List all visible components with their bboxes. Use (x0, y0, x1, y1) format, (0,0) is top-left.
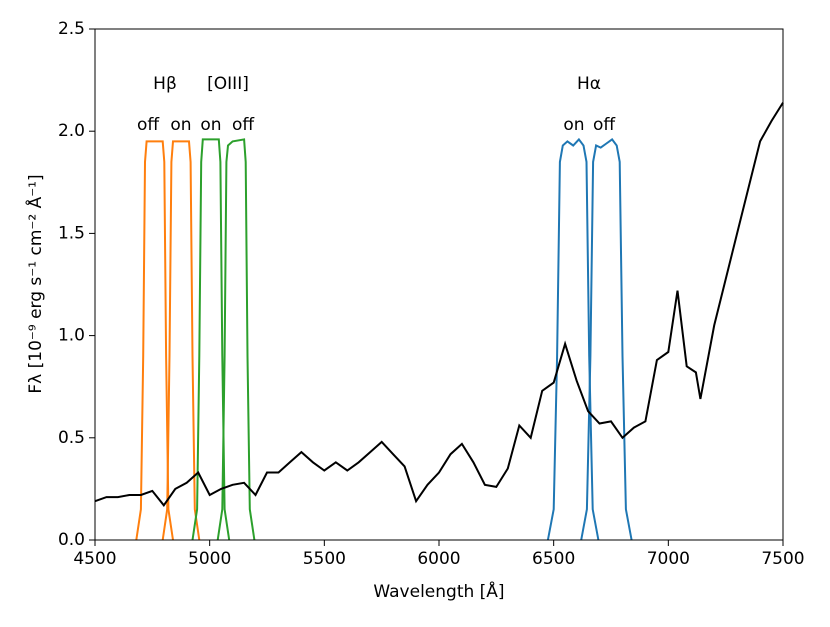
x-axis-label: Wavelength [Å] (373, 580, 504, 602)
x-tick-label: 7000 (647, 549, 690, 569)
annotation: off (232, 115, 255, 135)
y-tick-label: 0.5 (58, 428, 85, 448)
x-tick-label: 6500 (532, 549, 575, 569)
series-line (216, 138, 256, 541)
annotation: on (170, 115, 191, 135)
y-tick-label: 1.5 (58, 223, 85, 243)
series-line (580, 138, 633, 541)
annotation: [OIII] (207, 74, 249, 94)
annotation: Hβ (153, 74, 177, 94)
y-tick-label: 1.0 (58, 326, 85, 346)
x-tick-label: 7500 (761, 549, 804, 569)
series-line (135, 140, 174, 541)
y-axis-label: Fλ [10⁻⁹ erg s⁻¹ cm⁻² Å⁻¹] (24, 174, 46, 393)
series-line (161, 140, 201, 541)
x-tick-label: 5000 (188, 549, 231, 569)
annotation: on (200, 115, 221, 135)
y-tick-label: 2.5 (58, 19, 85, 39)
annotation: Hα (577, 74, 601, 94)
series-line (546, 137, 600, 541)
x-tick-label: 4500 (73, 549, 116, 569)
annotation: on (563, 115, 584, 135)
annotation: off (593, 115, 616, 135)
annotation: off (137, 115, 160, 135)
plot-frame (94, 28, 784, 541)
series-line (94, 102, 784, 507)
y-tick-label: 2.0 (58, 121, 85, 141)
x-tick-label: 5500 (303, 549, 346, 569)
y-tick-label: 0.0 (58, 530, 85, 550)
x-tick-label: 6000 (417, 549, 460, 569)
